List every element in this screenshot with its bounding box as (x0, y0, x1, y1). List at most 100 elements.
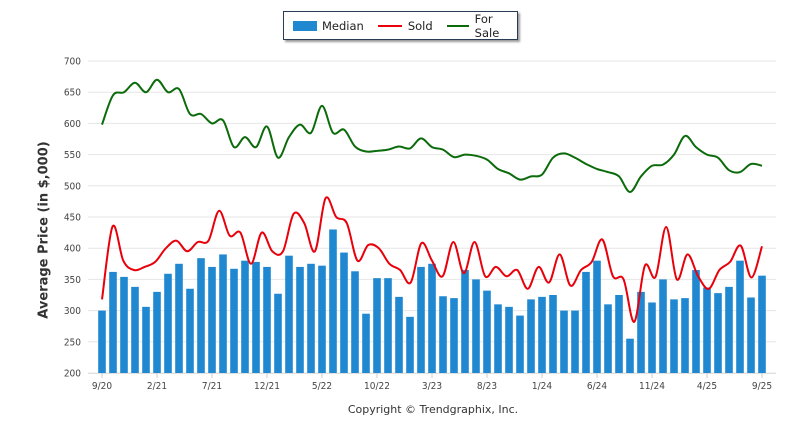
median-bar (340, 252, 348, 373)
legend-item-median[interactable]: Median (293, 19, 364, 33)
median-bar (219, 254, 227, 373)
x-tick-label: 7/21 (202, 381, 222, 392)
median-bar (120, 276, 128, 373)
for-sale-line (101, 78, 763, 194)
median-bar (659, 279, 667, 373)
median-bar (505, 306, 513, 373)
median-bar (461, 270, 469, 373)
x-tick-label: 6/24 (587, 381, 607, 392)
median-bar (175, 263, 183, 373)
median-bar (307, 263, 315, 373)
median-bar (164, 273, 172, 373)
median-bar (549, 295, 557, 373)
x-tick-label: 12/21 (254, 381, 280, 392)
y-tick-label: 650 (64, 88, 81, 99)
y-tick-label: 300 (64, 306, 81, 317)
legend-item-for-sale[interactable]: For Sale (446, 11, 517, 40)
median-bar (615, 295, 623, 373)
y-axis-label: Average Price (in $,000) (36, 141, 52, 319)
median-bar (681, 298, 689, 373)
median-bar (714, 293, 722, 373)
median-bar (296, 266, 304, 373)
y-tick-label: 400 (64, 244, 81, 255)
median-bar (626, 338, 634, 373)
median-bar (747, 297, 755, 373)
x-tick-label: 4/25 (697, 381, 717, 392)
legend-sold-label: Sold (407, 18, 433, 33)
median-bar (395, 296, 403, 373)
median-bar (186, 288, 194, 373)
copyright-text: Copyright © Trendgraphix, Inc. (347, 403, 519, 416)
median-bar (406, 316, 414, 373)
median-bar (329, 229, 337, 373)
x-tick-label: 9/20 (92, 381, 112, 392)
y-tick-label: 700 (64, 57, 81, 68)
median-bar (131, 286, 139, 373)
median-bar (197, 258, 205, 373)
median-bar (571, 310, 579, 373)
median-bar (98, 310, 106, 373)
median-bar (153, 291, 161, 373)
x-tick-label: 5/22 (312, 381, 332, 392)
median-bar (230, 268, 238, 373)
median-bar (241, 260, 249, 373)
median-bar (725, 286, 733, 373)
y-tick-label: 600 (64, 119, 81, 130)
median-bar (527, 299, 535, 373)
legend: Median Sold For Sale (283, 11, 518, 40)
x-tick-label: 8/23 (477, 381, 497, 392)
x-axis-ticks: 9/20 2/21 7/21 12/21 5/22 10/22 3/23 8/23 1/24 6/… (88, 373, 776, 392)
median-bar (758, 275, 766, 373)
series-lines (101, 78, 763, 323)
median-bar (560, 310, 568, 373)
median-bar (582, 271, 590, 373)
y-tick-label: 500 (64, 181, 81, 192)
median-bar (648, 302, 656, 373)
x-tick-label: 3/23 (422, 381, 442, 392)
median-bar (252, 261, 260, 373)
x-tick-label: 9/25 (752, 381, 772, 392)
median-bar (670, 299, 678, 373)
median-bar (494, 304, 502, 373)
median-bar (417, 266, 425, 373)
x-tick-label: 11/24 (639, 381, 665, 392)
median-bar (285, 255, 293, 373)
legend-for-sale-label: For Sale (474, 11, 500, 40)
median-bar (637, 291, 645, 373)
y-tick-label: 250 (64, 337, 81, 348)
median-bar (208, 266, 216, 373)
x-tick-label: 10/22 (364, 381, 390, 392)
sold-line-swatch-icon (377, 24, 402, 27)
median-bar (109, 271, 117, 373)
median-swatch-icon (293, 20, 317, 31)
legend-item-sold[interactable]: Sold (377, 18, 433, 33)
y-tick-label: 450 (64, 213, 81, 224)
median-bar (516, 315, 524, 373)
median-bar (351, 271, 359, 373)
legend-median-label: Median (322, 18, 364, 33)
median-bar (362, 313, 370, 373)
median-bar (274, 293, 282, 373)
y-tick-label: 350 (64, 275, 81, 286)
y-tick-label: 200 (64, 369, 81, 380)
median-bar (384, 278, 392, 373)
median-bar (472, 279, 480, 373)
median-bar (593, 260, 601, 373)
x-tick-label: 2/21 (147, 381, 167, 392)
median-bar (538, 296, 546, 373)
y-axis-ticks: 200 250 300 350 400 450 500 550 600 650 700 (64, 57, 81, 380)
median-bar (604, 304, 612, 373)
median-bar (736, 260, 744, 373)
median-bar (483, 290, 491, 373)
y-tick-label: 550 (64, 150, 81, 161)
median-bar (318, 265, 326, 373)
median-bar (439, 296, 447, 373)
x-tick-label: 1/24 (532, 381, 552, 392)
sold-line (101, 196, 763, 323)
median-bar (373, 278, 381, 373)
median-bar (428, 263, 436, 373)
median-bar (692, 270, 700, 373)
median-bar (142, 306, 150, 373)
median-bar (263, 266, 271, 373)
